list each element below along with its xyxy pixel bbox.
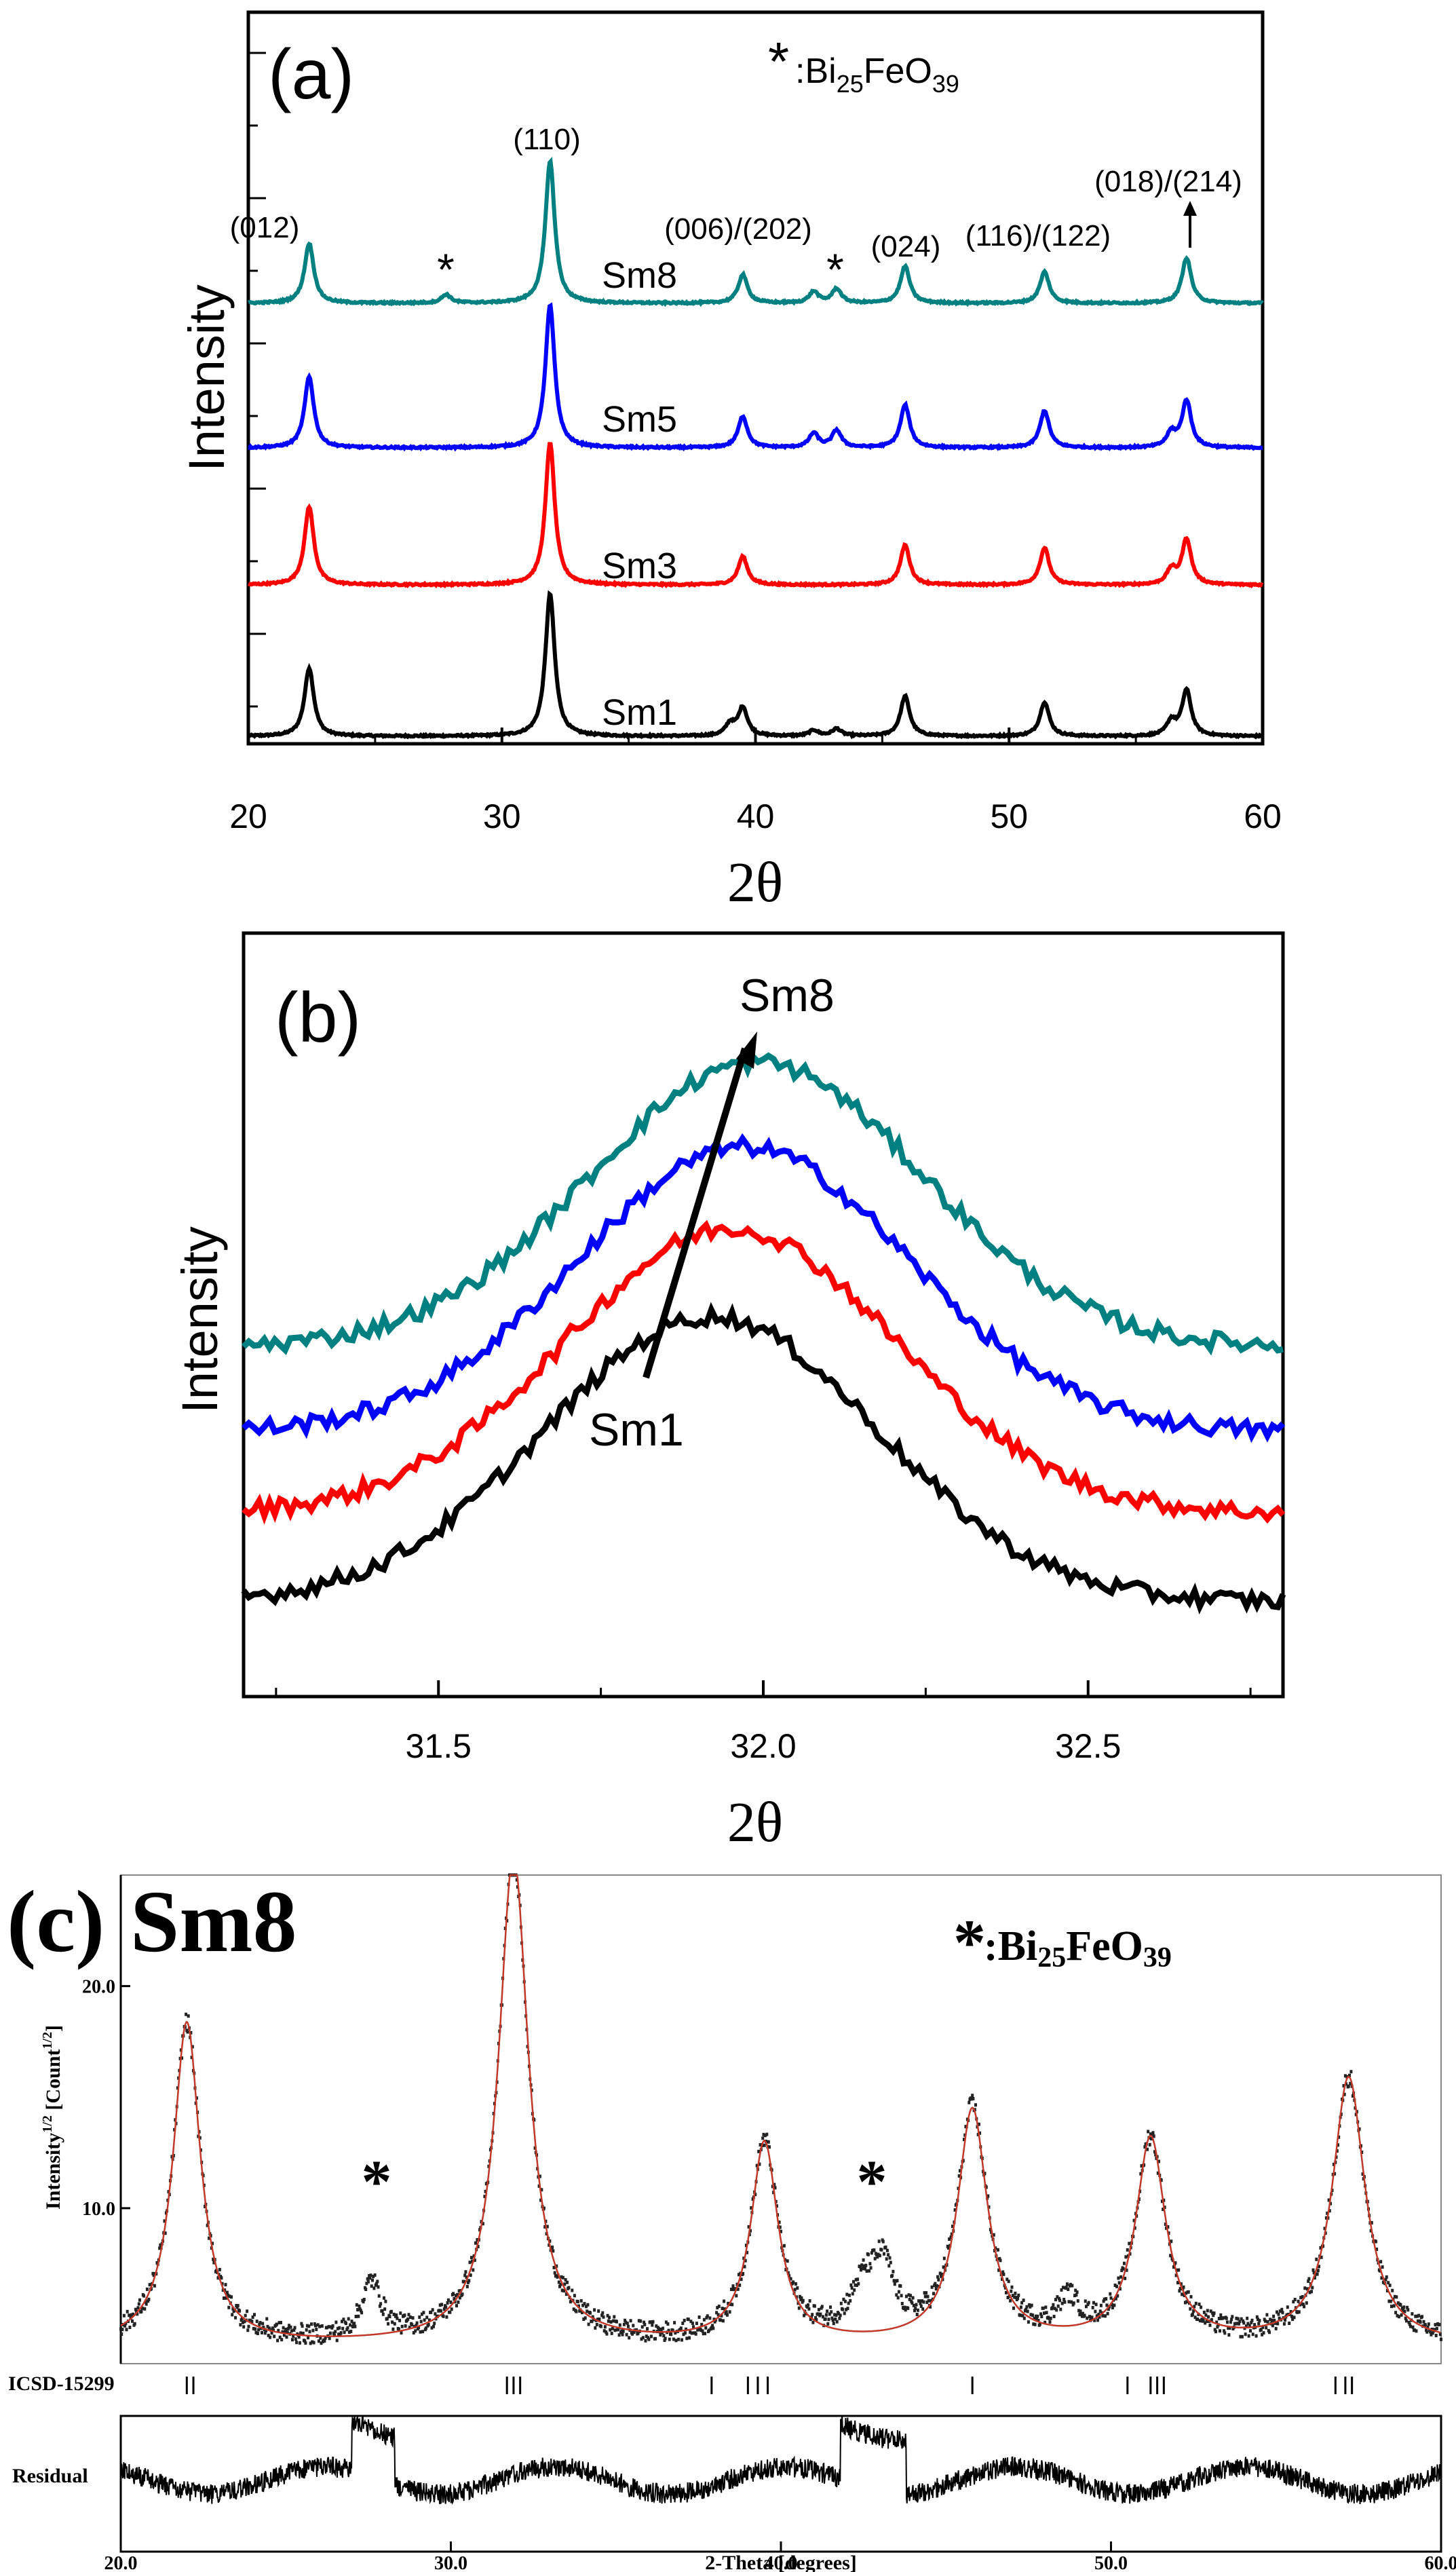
- peak-label-116-122: (116)/(122): [965, 219, 1111, 252]
- b-series-sm3: [242, 1219, 1286, 1525]
- peak-label-018-214: (018)/(214): [1094, 165, 1242, 198]
- panel-c-star-28: *: [362, 2149, 392, 2216]
- a-series-sm3: [247, 442, 1264, 589]
- panel-a-x-axis-label: 2θ: [727, 851, 783, 914]
- panel-c-legend: * :Bi25FeO39: [953, 1906, 1172, 1979]
- panel-c-observed-points: [119, 1873, 1442, 2345]
- panel-a-x-ticks: 20 30 40 50 60: [229, 727, 1282, 835]
- series-label-sm5: Sm5: [602, 399, 677, 440]
- series-label-sm1: Sm1: [602, 692, 677, 733]
- panel-b-frame: [242, 931, 1285, 1699]
- shift-arrow-head: [736, 1032, 757, 1069]
- c-x-tick-label: 60.0: [1425, 2553, 1456, 2572]
- b-x-tick-label: 32.0: [730, 1727, 796, 1765]
- panel-a-y-axis-label: Intensity: [178, 284, 235, 472]
- panel-a-y-ticks: [248, 52, 266, 708]
- peak-label-110: (110): [513, 123, 580, 156]
- panel-c-fit-line: [120, 1874, 1441, 2337]
- c-residual: [120, 2415, 1442, 2505]
- c-x-tick-label: 30.0: [434, 2553, 467, 2572]
- panel-b-x-ticks: 31.5 32.0 32.5: [275, 1680, 1252, 1765]
- b-x-tick-label: 32.5: [1055, 1727, 1121, 1765]
- impurity-star-43: *: [826, 244, 844, 295]
- c-y-tick-label: 10.0: [82, 2199, 115, 2220]
- panel-a: 20 30 40 50 60 (a) * :Bi25FeO39 (012) (110) …: [178, 10, 1282, 914]
- panel-a-peak-labels: (012) (110) (006)/(202) (024) (116)/(122…: [230, 123, 1242, 295]
- panel-c-y-ticks: 10.0 20.0: [82, 1977, 130, 2220]
- a-series-sm1: [247, 590, 1263, 740]
- series-label-sm3: Sm3: [602, 546, 677, 586]
- panel-b-x-axis-label: 2θ: [727, 1791, 783, 1854]
- panel-a-label: (a): [268, 35, 354, 114]
- panel-c-x-ticks: 20.0 30.0 40.0 50.0 60.0: [104, 2541, 1456, 2572]
- shift-arrow: [643, 1047, 748, 1379]
- c-y-tick-label: 20.0: [82, 1977, 115, 1998]
- peak-arrow-018-214-head: [1183, 201, 1197, 216]
- a-series-sm5: [248, 302, 1263, 452]
- legend-phase: :Bi25FeO39: [795, 52, 959, 98]
- panel-b: 31.5 32.0 32.5 (b) Sm8 Sm1 Intensity 2θ: [172, 931, 1286, 1854]
- panel-c-legend-star: *: [953, 1906, 986, 1979]
- peak-label-024: (024): [871, 230, 941, 263]
- panel-c-x-axis-label: 2-Theta [degrees]: [705, 2552, 857, 2572]
- legend-star: *: [768, 31, 789, 92]
- panel-b-label: (b): [275, 979, 361, 1057]
- arrow-label-sm1: Sm1: [589, 1404, 684, 1456]
- c-x-tick-label: 40.0: [765, 2553, 798, 2572]
- a-x-tick-label: 60: [1244, 797, 1282, 835]
- panel-b-series: [241, 1051, 1286, 1615]
- b-x-tick-label: 31.5: [406, 1727, 472, 1765]
- peak-label-012: (012): [230, 211, 300, 244]
- panel-c-y-axis-label: Intensity1/2 [Count1/2]: [40, 2025, 64, 2210]
- impurity-star-28: *: [437, 244, 455, 295]
- b-series-sm8: [241, 1051, 1284, 1356]
- peak-label-006-202: (006)/(202): [664, 212, 812, 246]
- a-x-tick-label: 20: [229, 797, 267, 835]
- b-series-sm1: [241, 1302, 1286, 1615]
- a-x-tick-label: 50: [990, 797, 1028, 835]
- c-x-tick-label: 20.0: [104, 2553, 138, 2572]
- panel-c-residual-frame: [119, 2415, 1442, 2553]
- panel-c-label: (c): [7, 1873, 104, 1971]
- c-fit: [120, 1874, 1441, 2337]
- panel-c-residual-curve: [120, 2415, 1442, 2505]
- panel-c-legend-phase: :Bi25FeO39: [984, 1923, 1172, 1973]
- panel-a-legend: * :Bi25FeO39: [768, 31, 959, 98]
- arrow-label-sm8: Sm8: [740, 970, 835, 1021]
- panel-c-tick-row-label: ICSD-15299: [8, 2372, 115, 2395]
- panel-b-y-axis-label: Intensity: [172, 1226, 228, 1414]
- panel-c-star-43: *: [857, 2149, 887, 2216]
- panel-c-sample-label: Sm8: [130, 1873, 297, 1971]
- b-series-sm5: [241, 1133, 1286, 1443]
- series-label-sm8: Sm8: [602, 255, 677, 296]
- panel-c-main-frame: [120, 1874, 1442, 2364]
- c-observed: [119, 1873, 1442, 2345]
- panel-c-residual-label: Residual: [12, 2465, 88, 2487]
- panel-a-series: [247, 157, 1264, 740]
- panel-a-frame: [246, 10, 1265, 746]
- a-x-tick-label: 30: [483, 797, 521, 835]
- a-x-tick-label: 40: [737, 797, 775, 835]
- a-series-sm8: [247, 157, 1264, 307]
- panel-c-reference-ticks: [185, 2377, 1354, 2394]
- c-x-tick-label: 50.0: [1094, 2553, 1128, 2572]
- panel-c: 10.0 20.0 20.0 30.0 40.0 50.0 60.0 (c) Sm8 * …: [7, 1873, 1456, 2572]
- panel-a-series-labels: Sm8 Sm5 Sm3 Sm1: [602, 255, 677, 733]
